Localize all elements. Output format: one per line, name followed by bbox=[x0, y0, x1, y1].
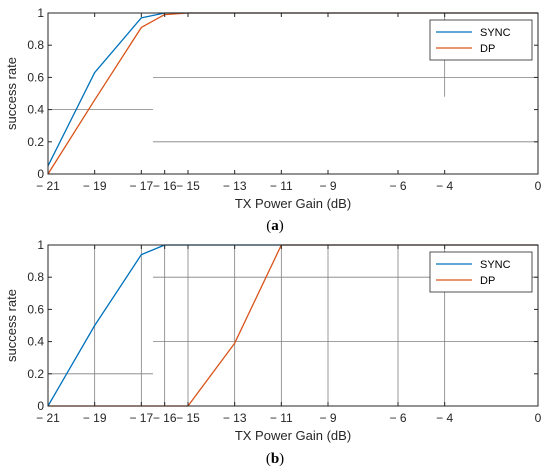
x-tick-label: − 15 bbox=[176, 179, 200, 193]
x-tick-label: − 9 bbox=[319, 179, 336, 193]
legend: SYNC DP bbox=[429, 19, 533, 61]
legend-label-dp: DP bbox=[480, 275, 495, 287]
x-tick-label: 0 bbox=[535, 179, 542, 193]
panel-label-letter: b bbox=[271, 451, 279, 467]
panel-label-paren-open: ( bbox=[266, 451, 271, 467]
legend-box bbox=[429, 251, 533, 293]
x-tick-label: − 4 bbox=[436, 179, 453, 193]
panel-label: (a) bbox=[266, 218, 284, 234]
x-tick-label: − 17 bbox=[129, 411, 153, 425]
y-tick-label: 1 bbox=[37, 238, 44, 252]
x-tick-label: − 21 bbox=[36, 411, 60, 425]
x-tick-label: − 17 bbox=[129, 179, 153, 193]
x-tick-label: − 13 bbox=[223, 411, 247, 425]
legend-box bbox=[429, 19, 533, 61]
x-tick-label: − 11 bbox=[270, 179, 293, 193]
chart-panel-b: − 21 − 19 − 17− 16− 15 − 13 − 11 − 9 − 6 − 4 0 0 0… bbox=[4, 238, 542, 467]
legend-label-dp: DP bbox=[480, 43, 495, 55]
y-axis-label: success rate bbox=[4, 57, 19, 130]
y-tick-label: 1 bbox=[37, 6, 44, 20]
x-tick-label: − 9 bbox=[319, 411, 336, 425]
x-tick-label: − 19 bbox=[83, 411, 107, 425]
x-tick-label: − 11 bbox=[270, 411, 293, 425]
panel-label-paren-open: ( bbox=[266, 218, 271, 234]
x-tick-label: − 6 bbox=[389, 179, 406, 193]
panel-label-letter: a bbox=[271, 218, 279, 234]
x-axis-label: TX Power Gain (dB) bbox=[235, 196, 351, 211]
y-tick-label: 0.4 bbox=[27, 103, 44, 117]
x-tick-label: − 21 bbox=[36, 179, 60, 193]
x-axis-label: TX Power Gain (dB) bbox=[235, 428, 351, 443]
y-tick-label: 0.8 bbox=[27, 270, 44, 284]
panel-label-paren-close: ) bbox=[279, 218, 284, 234]
y-tick-label: 0.2 bbox=[27, 135, 44, 149]
y-tick-label: 0.6 bbox=[27, 70, 44, 84]
panel-label: (b) bbox=[266, 451, 284, 467]
plot-area-frame bbox=[47, 244, 539, 407]
legend-label-sync: SYNC bbox=[480, 259, 511, 271]
y-tick-label: 0.2 bbox=[27, 367, 44, 381]
y-tick-label: 0.4 bbox=[27, 335, 44, 349]
panel-label-paren-close: ) bbox=[279, 451, 284, 467]
y-tick-label: 0 bbox=[37, 399, 44, 413]
plot-area-frame bbox=[47, 12, 539, 175]
x-tick-label: 0 bbox=[535, 411, 542, 425]
chart-panel-a: − 21 − 19 − 17− 16− 15 − 13 − 11 − 9 − 6 − 4 0 0 0… bbox=[4, 6, 542, 234]
legend-label-sync: SYNC bbox=[480, 27, 511, 39]
legend: SYNC DP bbox=[429, 251, 533, 293]
x-tick-label: − 13 bbox=[223, 179, 247, 193]
y-axis-label: success rate bbox=[4, 289, 19, 362]
x-tick-label: − 19 bbox=[83, 179, 107, 193]
x-tick-label: − 16 bbox=[153, 179, 177, 193]
y-tick-label: 0.8 bbox=[27, 38, 44, 52]
x-tick-label: − 16 bbox=[153, 411, 177, 425]
y-tick-label: 0.6 bbox=[27, 302, 44, 316]
x-tick-label: − 4 bbox=[436, 411, 453, 425]
x-tick-label: − 6 bbox=[389, 411, 406, 425]
y-tick-label: 0 bbox=[37, 167, 44, 181]
x-tick-label: − 15 bbox=[176, 411, 200, 425]
